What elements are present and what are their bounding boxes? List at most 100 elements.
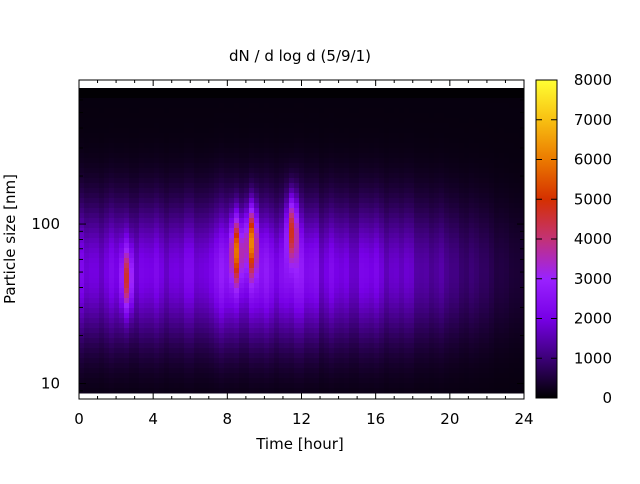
heatmap-cell	[369, 358, 375, 364]
heatmap-cell	[279, 238, 285, 244]
heatmap-cell	[129, 303, 135, 309]
heatmap-cell	[209, 273, 215, 279]
heatmap-cell	[119, 113, 125, 119]
heatmap-cell	[384, 213, 390, 219]
heatmap-cell	[434, 328, 440, 334]
heatmap-cell	[204, 373, 210, 379]
heatmap-cell	[324, 173, 330, 179]
heatmap-cell	[359, 348, 365, 354]
heatmap-cell	[469, 183, 475, 189]
heatmap-cell	[324, 233, 330, 239]
heatmap-cell	[219, 353, 225, 359]
heatmap-cell	[484, 288, 490, 294]
heatmap-cell	[324, 228, 330, 234]
heatmap-cell	[89, 158, 95, 164]
heatmap-cell	[454, 143, 460, 149]
heatmap-cell	[229, 123, 235, 129]
heatmap-cell	[99, 113, 105, 119]
heatmap-cell	[339, 178, 345, 184]
heatmap-cell	[284, 218, 290, 224]
heatmap-cell	[99, 353, 105, 359]
heatmap-cell	[369, 378, 375, 384]
heatmap-cell	[289, 303, 295, 309]
heatmap-cell	[264, 203, 270, 209]
heatmap-cell	[214, 158, 220, 164]
heatmap-cell	[409, 198, 415, 204]
heatmap-cell	[269, 153, 275, 159]
heatmap-cell	[444, 93, 450, 99]
heatmap-cell	[324, 348, 330, 354]
heatmap-cell	[374, 333, 380, 339]
heatmap-cell	[194, 363, 200, 369]
heatmap-cell	[244, 258, 250, 264]
heatmap-cell	[114, 383, 120, 389]
heatmap-cell	[439, 338, 445, 344]
heatmap-cell	[479, 243, 485, 249]
heatmap-cell	[399, 208, 405, 214]
heatmap-cell	[199, 153, 205, 159]
heatmap-cell	[119, 338, 125, 344]
heatmap-cell	[254, 318, 260, 324]
heatmap-cell	[434, 113, 440, 119]
heatmap-cell	[79, 258, 85, 264]
heatmap-cell	[199, 163, 205, 169]
heatmap-cell	[129, 173, 135, 179]
heatmap-cell	[129, 223, 135, 229]
heatmap-cell	[159, 278, 165, 284]
heatmap-cell	[279, 283, 285, 289]
heatmap-cell	[269, 313, 275, 319]
heatmap-cell	[279, 278, 285, 284]
heatmap-cell	[234, 218, 240, 224]
heatmap-cell	[474, 248, 480, 254]
heatmap-cell	[464, 248, 470, 254]
heatmap-cell	[264, 118, 270, 124]
heatmap-cell	[324, 338, 330, 344]
heatmap-cell	[149, 163, 155, 169]
heatmap-cell	[314, 158, 320, 164]
heatmap-cell	[234, 128, 240, 134]
heatmap-cell	[204, 198, 210, 204]
heatmap-cell	[144, 218, 150, 224]
heatmap-cell	[299, 113, 305, 119]
heatmap-cell	[89, 368, 95, 374]
heatmap-cell	[384, 248, 390, 254]
heatmap-cell	[79, 268, 85, 274]
heatmap-cell	[364, 213, 370, 219]
heatmap-cell	[249, 293, 255, 299]
heatmap-cell	[179, 203, 185, 209]
heatmap-cell	[94, 338, 100, 344]
heatmap-cell	[374, 98, 380, 104]
heatmap-cell	[409, 323, 415, 329]
heatmap-cell	[419, 98, 425, 104]
heatmap-cell	[404, 298, 410, 304]
heatmap-cell	[194, 123, 200, 129]
heatmap-cell	[174, 208, 180, 214]
heatmap-cell	[159, 353, 165, 359]
heatmap-cell	[189, 343, 195, 349]
heatmap-cell	[154, 273, 160, 279]
heatmap-cell	[404, 328, 410, 334]
heatmap-cell	[454, 168, 460, 174]
heatmap-cell	[379, 103, 385, 109]
heatmap-cell	[374, 318, 380, 324]
heatmap-cell	[474, 323, 480, 329]
heatmap-cell	[109, 128, 115, 134]
heatmap-cell	[174, 238, 180, 244]
heatmap-cell	[219, 323, 225, 329]
heatmap-cell	[334, 368, 340, 374]
heatmap-cell	[174, 113, 180, 119]
heatmap-cell	[119, 388, 125, 394]
heatmap-cell	[94, 273, 100, 279]
heatmap-cell	[174, 268, 180, 274]
heatmap-cell	[374, 328, 380, 334]
heatmap-cell	[429, 313, 435, 319]
heatmap-cell	[244, 228, 250, 234]
heatmap-cell	[374, 223, 380, 229]
heatmap-cell	[324, 293, 330, 299]
heatmap-cell	[149, 178, 155, 184]
heatmap-cell	[219, 328, 225, 334]
heatmap-cell	[184, 358, 190, 364]
heatmap-cell	[464, 388, 470, 394]
heatmap-cell	[289, 173, 295, 179]
heatmap-cell	[224, 343, 230, 349]
